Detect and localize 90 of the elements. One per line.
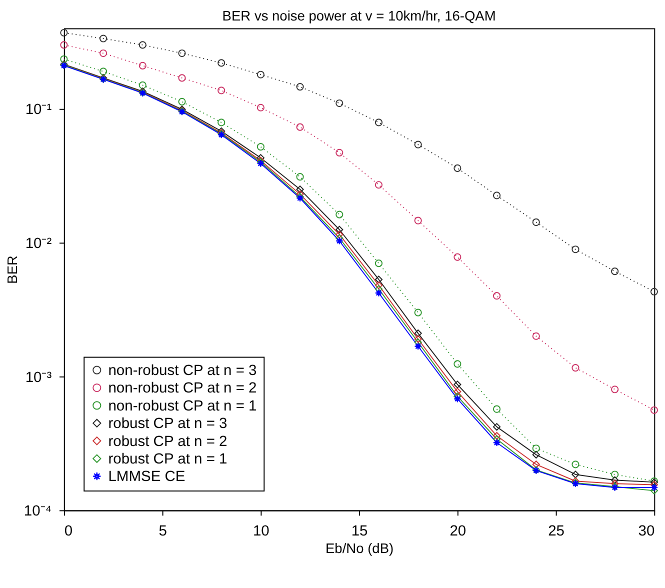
y-tick-label: 10⁻² <box>25 236 52 252</box>
point <box>414 216 422 224</box>
point <box>374 181 383 189</box>
point <box>650 406 658 414</box>
point <box>178 74 186 82</box>
point <box>374 118 383 126</box>
y-tick-label: 10⁻⁴ <box>24 504 52 520</box>
point <box>138 81 146 89</box>
point <box>60 41 68 49</box>
point <box>414 140 422 148</box>
point <box>296 82 304 91</box>
point <box>99 34 108 42</box>
point <box>374 289 383 297</box>
legend-label: non-robust CP at n = 3 <box>108 362 257 379</box>
point <box>532 444 540 452</box>
point <box>336 148 344 156</box>
point <box>99 49 108 58</box>
point <box>296 173 304 181</box>
point <box>178 49 186 58</box>
point <box>572 246 580 254</box>
point <box>454 253 462 261</box>
point <box>492 405 501 413</box>
x-tick-label: 10 <box>252 523 270 540</box>
x-tick-label: 15 <box>351 523 368 540</box>
point <box>218 118 226 126</box>
point <box>256 70 264 78</box>
x-tick-label: 0 <box>64 523 73 540</box>
legend-label: non-robust CP at n = 1 <box>108 398 257 414</box>
point <box>492 432 501 440</box>
chart-title: BER vs noise power at v = 10km/hr, 16-QAM <box>222 8 496 24</box>
point <box>256 154 264 162</box>
point <box>178 98 186 106</box>
point <box>336 226 344 234</box>
point <box>650 484 658 492</box>
y-tick-label: 10⁻¹ <box>25 102 52 118</box>
point <box>414 330 422 338</box>
point <box>532 450 540 458</box>
legend-label: robust CP at n = 3 <box>108 416 228 432</box>
x-axis-title: Eb/No (dB) <box>326 541 394 556</box>
legend-label: non-robust CP at n = 2 <box>108 380 257 397</box>
point <box>611 268 619 276</box>
point <box>454 395 462 403</box>
point <box>336 210 344 218</box>
point <box>454 380 462 388</box>
point <box>99 68 108 76</box>
point <box>374 276 383 284</box>
point <box>572 364 580 372</box>
point <box>218 59 226 67</box>
point <box>336 230 344 238</box>
point <box>336 237 344 245</box>
x-tick-label: 30 <box>638 523 655 540</box>
point <box>138 62 146 70</box>
point <box>532 218 540 226</box>
point <box>218 86 226 94</box>
x-tick-label: 25 <box>548 523 565 540</box>
x-tick-label: 5 <box>158 523 167 540</box>
point <box>492 292 501 300</box>
point <box>60 28 68 37</box>
y-tick-label: 10⁻³ <box>25 370 52 386</box>
legend-label: robust CP at n = 1 <box>108 452 228 468</box>
point <box>256 104 264 112</box>
point <box>296 186 304 194</box>
x-tick-label: 20 <box>450 523 466 540</box>
point <box>336 99 344 108</box>
point <box>532 460 540 468</box>
point <box>374 260 383 268</box>
point <box>454 360 462 368</box>
point <box>572 470 580 478</box>
point <box>532 332 540 340</box>
point <box>611 476 619 484</box>
point <box>492 438 501 446</box>
point <box>572 460 580 468</box>
y-axis-title: BER <box>5 256 20 284</box>
legend-label: robust CP at n = 2 <box>108 434 228 450</box>
point <box>492 192 501 200</box>
point <box>138 41 146 49</box>
point <box>60 55 68 63</box>
point <box>414 335 422 343</box>
legend-label: LMMSE CE <box>108 469 186 486</box>
point <box>296 123 304 131</box>
point <box>414 308 422 316</box>
point <box>650 288 658 296</box>
point <box>256 142 264 151</box>
point <box>611 470 619 478</box>
point <box>414 342 422 350</box>
point <box>611 386 619 394</box>
point <box>454 388 462 396</box>
point <box>454 164 462 172</box>
point <box>374 281 383 290</box>
point <box>492 423 501 431</box>
